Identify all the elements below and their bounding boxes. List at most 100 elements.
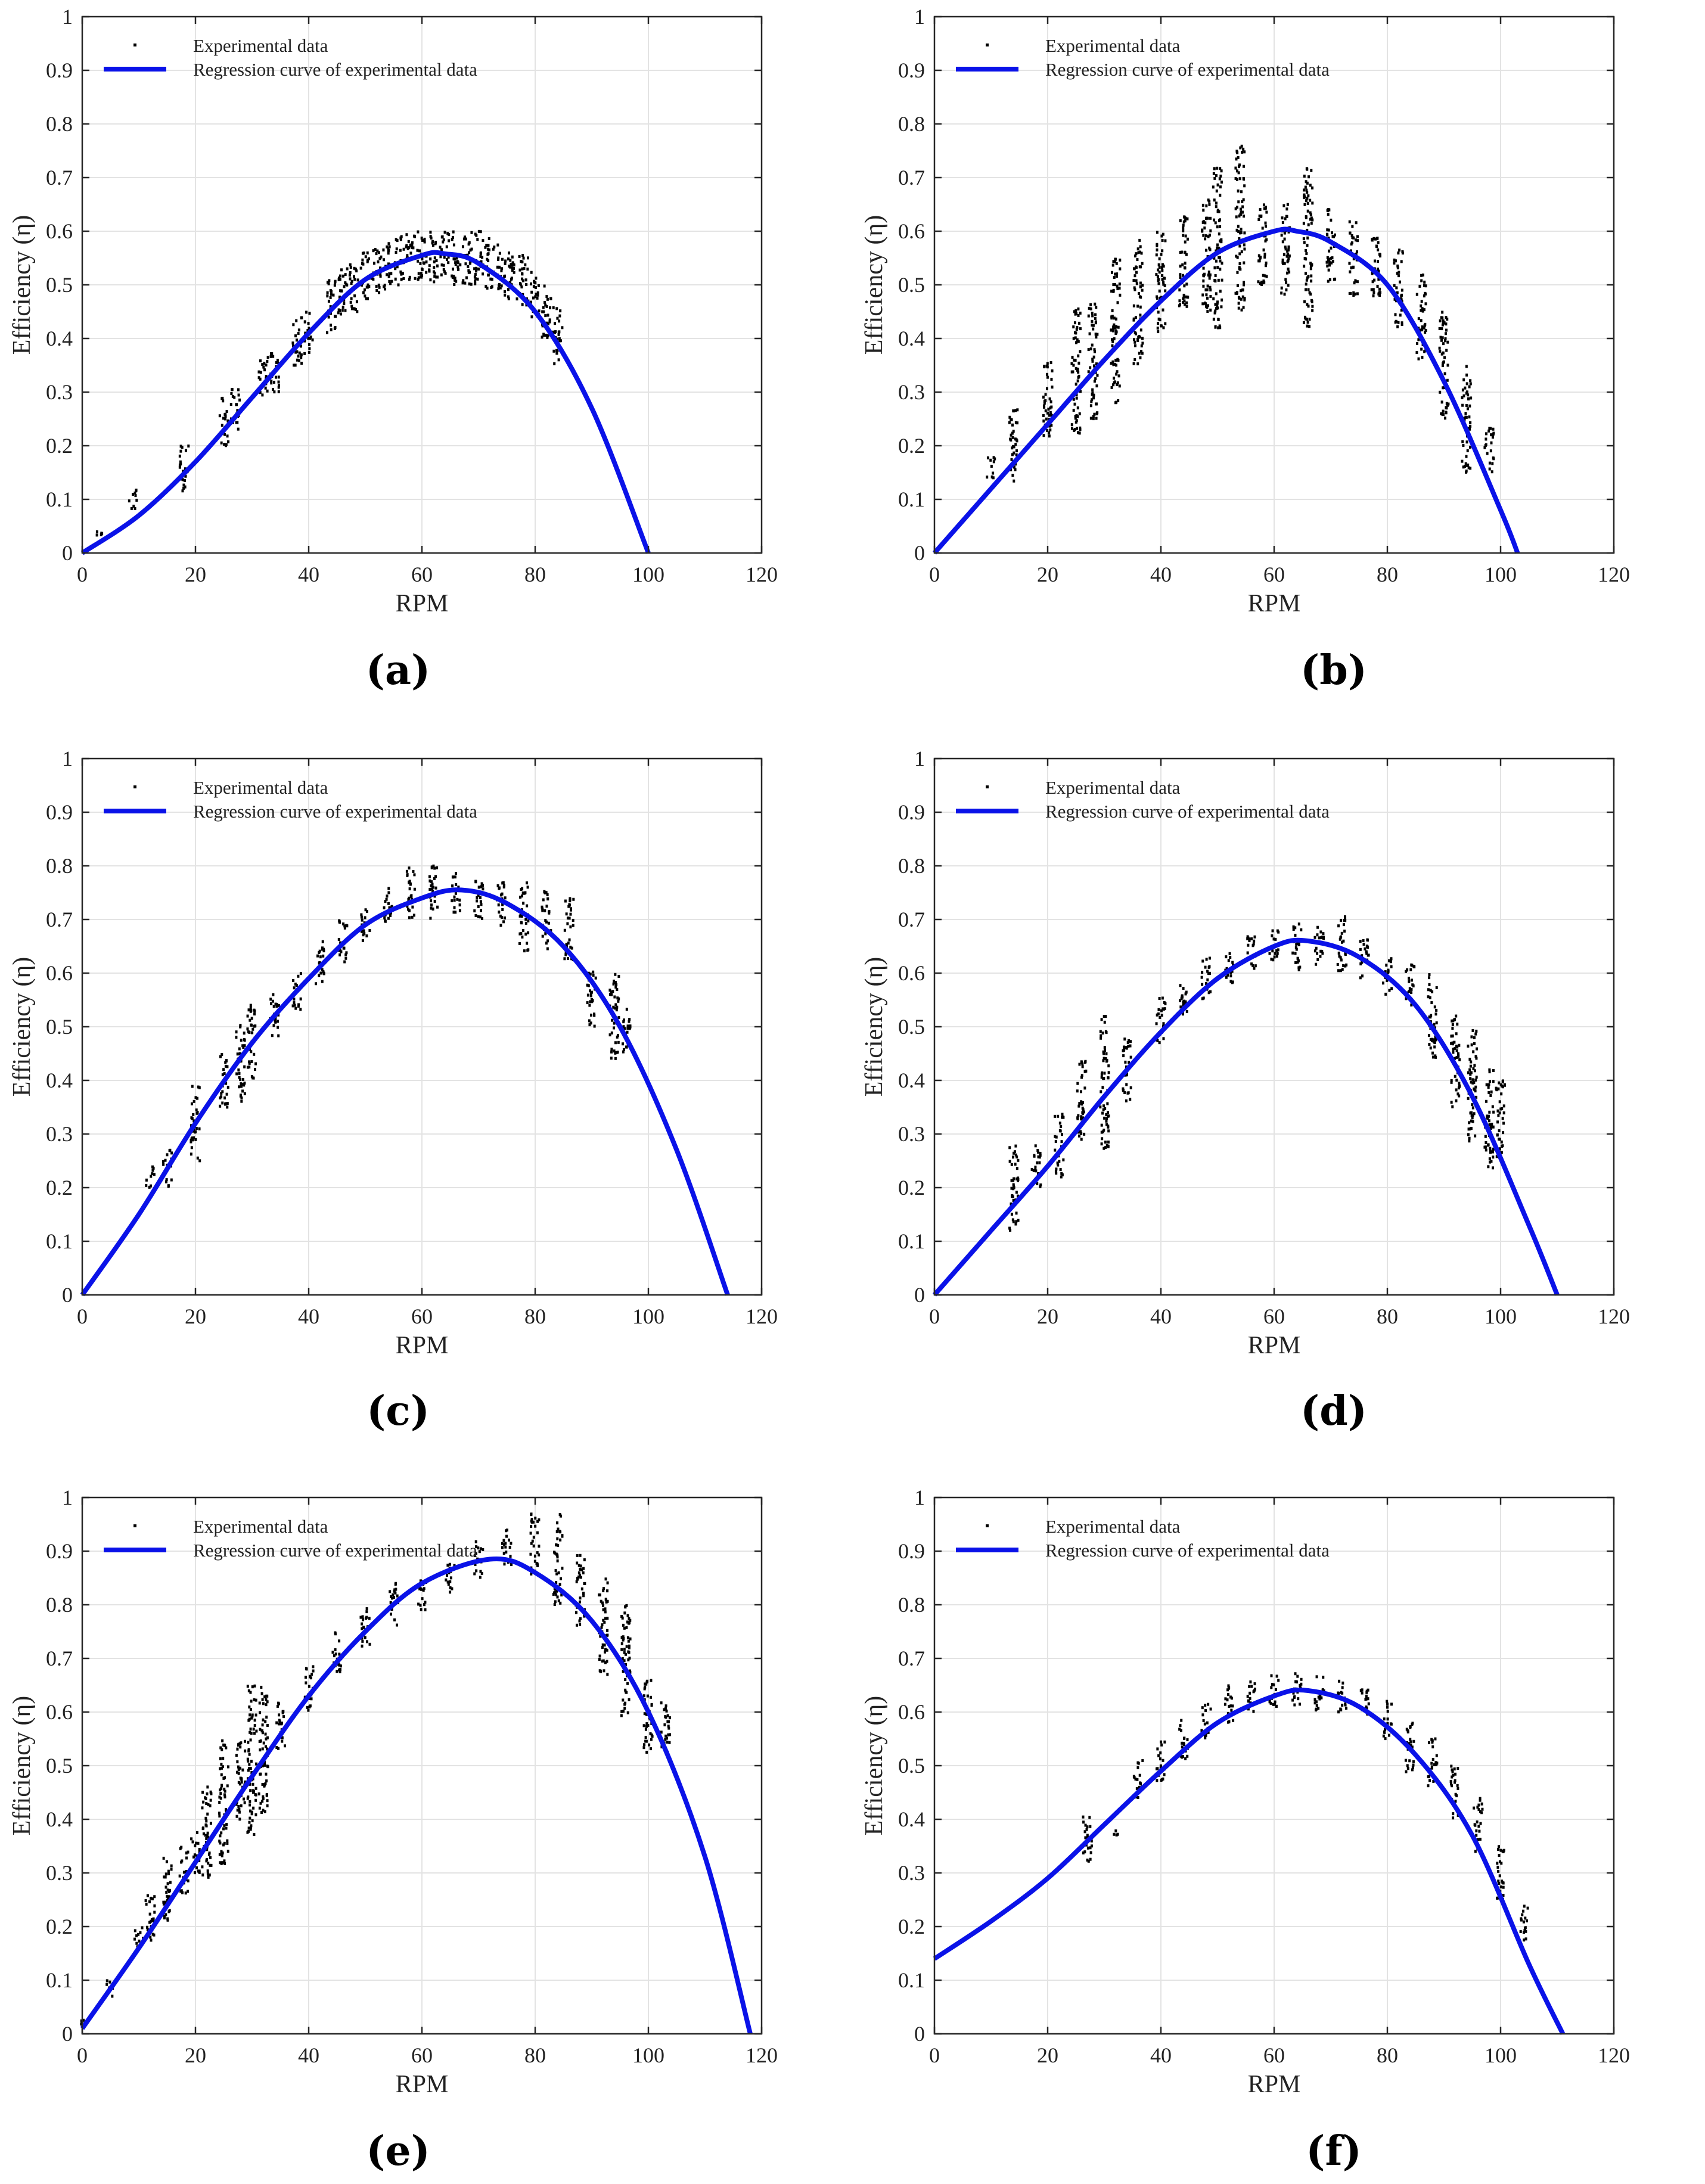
data-point <box>1114 272 1117 276</box>
data-point <box>166 1888 169 1892</box>
data-point <box>219 1797 222 1800</box>
data-point <box>1010 458 1013 461</box>
data-point <box>1446 318 1449 321</box>
data-point <box>576 1554 579 1557</box>
data-point <box>1313 1701 1316 1705</box>
data-point <box>617 1016 620 1020</box>
x-tick-label: 100 <box>632 2043 664 2067</box>
data-point <box>1398 280 1401 284</box>
data-point <box>151 1933 154 1936</box>
data-point <box>1182 297 1185 300</box>
data-point <box>1339 956 1342 959</box>
data-point <box>1201 220 1204 224</box>
data-point <box>1487 1119 1490 1123</box>
data-point <box>1101 1137 1104 1141</box>
data-point <box>1499 1849 1502 1852</box>
data-point <box>190 1152 192 1156</box>
data-point <box>1260 280 1263 284</box>
data-point <box>1122 1054 1125 1058</box>
data-point <box>1070 362 1073 365</box>
data-point <box>1183 266 1186 269</box>
data-point <box>1083 1086 1086 1090</box>
data-point <box>503 1543 506 1546</box>
data-point <box>266 1694 269 1698</box>
data-point <box>1464 386 1467 390</box>
data-point <box>628 1644 631 1648</box>
data-point <box>1337 1691 1340 1695</box>
data-point <box>544 932 547 936</box>
data-point <box>532 296 535 300</box>
data-point <box>1467 1127 1470 1131</box>
data-point <box>340 268 343 272</box>
data-point <box>235 1803 238 1806</box>
y-tick-label: 0.4 <box>898 1807 925 1831</box>
data-point <box>1213 176 1216 180</box>
data-point <box>1157 263 1160 266</box>
data-point <box>625 1045 628 1049</box>
data-point <box>1486 1117 1489 1120</box>
data-point <box>1075 427 1078 430</box>
data-point <box>400 278 403 281</box>
data-point <box>459 263 462 266</box>
data-point <box>1355 238 1358 242</box>
data-point <box>643 1743 646 1747</box>
x-tick-label: 100 <box>1485 1304 1517 1328</box>
data-point <box>1423 280 1426 284</box>
data-point <box>263 1782 266 1786</box>
data-point <box>1458 1082 1461 1085</box>
data-point <box>628 1646 631 1649</box>
data-point <box>1378 291 1381 294</box>
data-point <box>408 278 411 281</box>
data-point <box>251 1789 254 1792</box>
data-point <box>538 1545 541 1548</box>
data-point <box>1306 244 1309 247</box>
data-point <box>1439 335 1442 339</box>
data-point <box>628 1020 631 1023</box>
data-point <box>1473 1036 1476 1039</box>
data-point <box>1485 1083 1488 1086</box>
data-point <box>1430 1762 1433 1765</box>
data-point <box>430 884 433 888</box>
data-point <box>1036 1182 1039 1185</box>
data-point <box>308 343 310 346</box>
data-point <box>430 906 433 910</box>
data-point <box>1487 1114 1490 1118</box>
data-point <box>1386 1710 1389 1713</box>
data-point <box>1386 979 1389 983</box>
data-point <box>195 1854 198 1857</box>
data-point <box>1138 295 1141 299</box>
data-point <box>622 1025 625 1029</box>
data-point <box>1350 241 1353 245</box>
data-point <box>421 238 424 242</box>
data-point <box>1423 284 1426 287</box>
data-point <box>1141 1759 1144 1763</box>
data-point <box>458 898 461 902</box>
data-point <box>1500 1140 1503 1144</box>
data-point <box>223 443 226 446</box>
data-point <box>577 1564 580 1567</box>
data-point <box>1281 216 1284 220</box>
data-point <box>293 986 296 990</box>
data-point <box>226 1086 229 1089</box>
data-point <box>419 1604 422 1607</box>
data-point <box>1136 258 1139 262</box>
data-point <box>251 1027 254 1031</box>
data-point <box>1160 1009 1163 1012</box>
data-point <box>593 1014 596 1017</box>
data-point <box>1206 296 1209 300</box>
data-point <box>190 1102 193 1105</box>
y-tick-label: 0.1 <box>46 487 73 511</box>
data-point <box>1157 282 1160 285</box>
data-point <box>1286 271 1289 275</box>
data-point <box>447 255 450 259</box>
data-point <box>1492 1150 1495 1154</box>
data-point <box>1095 417 1098 420</box>
data-point <box>224 1064 227 1068</box>
data-point <box>1077 370 1080 374</box>
data-point <box>439 255 442 259</box>
data-point <box>570 946 573 950</box>
data-point <box>363 931 366 935</box>
data-point <box>519 895 522 899</box>
data-point <box>1313 1698 1316 1701</box>
data-point <box>411 897 414 901</box>
